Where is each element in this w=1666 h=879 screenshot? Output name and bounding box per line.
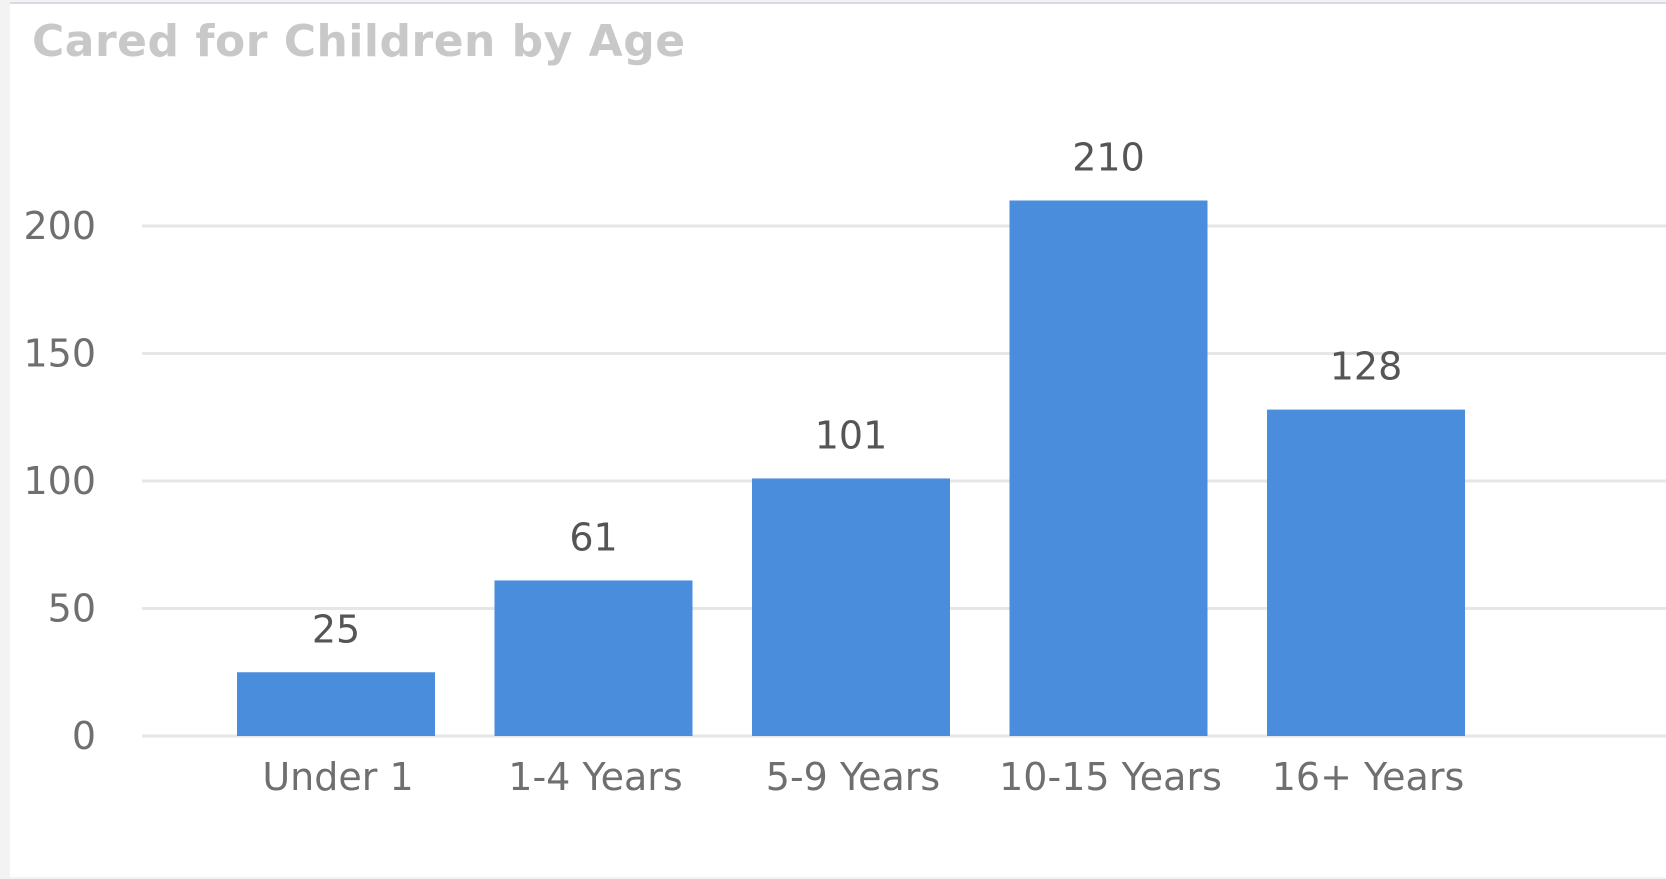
y-tick-label: 50: [48, 587, 96, 631]
bar-16-years: [1267, 409, 1465, 736]
bar-10-15-years: [1009, 200, 1208, 736]
bar-1-4-years: [494, 580, 693, 736]
x-tick-label: 16+ Years: [1272, 755, 1465, 799]
bars: [237, 200, 1465, 736]
bar-5-9-years: [752, 478, 950, 736]
y-tick-label: 0: [72, 714, 96, 758]
y-axis-ticks: 0 50 100 150 200: [23, 204, 96, 758]
x-tick-label: 5-9 Years: [766, 755, 940, 799]
data-labels: 25 61 101 210 128: [312, 136, 1402, 652]
chart-panel: Cared for Children by Age 0 50 100 150 200 2…: [10, 2, 1666, 877]
y-tick-label: 100: [23, 459, 96, 503]
x-tick-label: Under 1: [262, 755, 413, 799]
data-label: 101: [815, 413, 888, 457]
bar-under-1: [237, 672, 435, 736]
data-label: 25: [312, 607, 360, 651]
y-tick-label: 200: [23, 204, 96, 248]
x-tick-label: 1-4 Years: [508, 755, 682, 799]
x-tick-label: 10-15 Years: [999, 755, 1222, 799]
chart-title: Cared for Children by Age: [32, 16, 686, 67]
x-axis-ticks: Under 1 1-4 Years 5-9 Years 10-15 Years 16+ …: [262, 755, 1464, 799]
data-label: 128: [1330, 345, 1403, 389]
data-label: 210: [1072, 136, 1145, 180]
data-label: 61: [569, 515, 617, 559]
y-tick-label: 150: [23, 332, 96, 376]
bar-chart: 0 50 100 150 200 25 61 101 210 128 Under 1 1-4 Ye…: [23, 136, 1666, 799]
